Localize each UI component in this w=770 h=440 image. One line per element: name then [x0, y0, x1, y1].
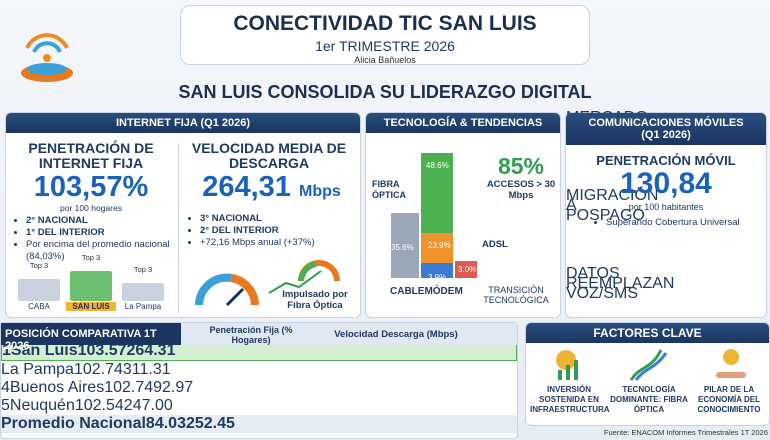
fibra-label: FIBRA ÓPTICA — [372, 179, 407, 200]
moviles-panel: COMUNICACIONES MÓVILES (Q1 2026) PENETRA… — [565, 110, 767, 318]
table-title: POSICIÓN COMPARATIVA 1T 2026 — [1, 323, 181, 352]
wifi-logo — [21, 33, 73, 82]
tabla: POSICIÓN COMPARATIVA 1T 2026 Penetración… — [0, 322, 518, 439]
card: DATOS REEMPLAZAN VOZ/SMS — [566, 265, 675, 302]
cable-label: CABLEMÓDEM — [390, 286, 463, 297]
panel-header: FACTORES CLAVE — [526, 323, 769, 343]
table-row: Promedio Nacional84.03252.45 — [1, 415, 517, 433]
col-velocidad: Velocidad Descarga (Mbps) — [334, 329, 458, 340]
factor-item: TECNOLOGÍA DOMINANTE: FIBRA ÓPTICA — [610, 385, 688, 414]
bar-label: 3.0% — [458, 265, 477, 274]
bullet: 2° DEL INTERIOR — [200, 225, 358, 237]
rank-bar — [18, 279, 60, 301]
rank-bar — [122, 283, 164, 301]
fija: 103.57 — [77, 342, 127, 359]
table-row: 5Neuquén102.54247.00 — [1, 397, 517, 415]
table-row: La Pampa102.74311.31 — [1, 361, 517, 379]
penetracion-value: 103,57% — [33, 171, 149, 203]
movil-label: PENETRACIÓN MÓVIL — [596, 153, 736, 168]
panel-header: INTERNET FIJA (Q1 2026) — [6, 113, 360, 133]
fija: 102.74 — [73, 361, 123, 378]
tecnologia-panel: TECNOLOGÍA & TENDENCIAS FIBRA ÓPTICA 48.… — [365, 112, 561, 318]
col-fija: Penetración Fija (% Hogares) — [209, 325, 293, 345]
velocidad: 247.00 — [123, 397, 173, 414]
name: Promedio Nacional — [1, 415, 146, 432]
bullet: +72,16 Mbps anual (+37%) — [200, 237, 358, 249]
bullets: 3° NACIONAL2° DEL INTERIOR+72,16 Mbps an… — [188, 213, 358, 249]
bar-label: 23.9% — [428, 241, 451, 250]
title-box: CONECTIVIDAD TIC SAN LUIS 1er TRIMESTRE … — [180, 5, 590, 65]
name: La Pampa — [1, 361, 74, 378]
transicion-label: TRANSICIÓN TECNOLÓGICA — [483, 285, 549, 305]
bullet: 2° NACIONAL — [26, 215, 174, 227]
name: San Luis — [10, 342, 78, 359]
subtitle: 1er TRIMESTRE 2026 — [315, 38, 455, 54]
title: CONECTIVIDAD TIC SAN LUIS — [233, 12, 537, 35]
movil-value: 130,84 — [620, 167, 712, 200]
rank-top: Top 3 — [29, 261, 49, 270]
panel-header: COMUNICACIONES MÓVILES (Q1 2026) — [566, 113, 766, 145]
bullet: 3° NACIONAL — [200, 213, 358, 225]
value: 264,31 — [202, 171, 291, 203]
factor-item: INVERSIÓN SOSTENIDA EN INFRAESTRUCTURA — [530, 385, 610, 414]
bullets: Superando Cobertura Universal — [594, 217, 764, 229]
bar-label: 48.6% — [426, 161, 449, 170]
bullet: Por encima del promedio nacional (84,03%… — [26, 239, 174, 263]
rank-top: Top 3 — [81, 253, 101, 262]
rank-top: Top 3 — [133, 265, 153, 274]
share: 85% — [497, 153, 545, 179]
internet-fija-panel: INTERNET FIJA (Q1 2026) PENETRACIÓN DE I… — [5, 112, 361, 318]
divider — [178, 143, 179, 313]
ranking: Top 3 CABA Top 3 SAN LUIS Top 3 La Pampa — [14, 253, 174, 316]
factor-item: PILAR DE LA ECONOMÍA DEL CONOCIMIENTO — [697, 385, 761, 414]
rank-name: CABA — [28, 302, 50, 311]
velocidad: 311.31 — [122, 361, 171, 378]
velocidad-label: VELOCIDAD MEDIA DE DESCARGA — [191, 140, 347, 171]
rank: 1 — [2, 342, 11, 359]
velocidad: 264.31 — [126, 342, 176, 359]
movil-unit: por 100 habitantes — [628, 202, 704, 212]
velocidad-note: Impulsado por Fibra Óptica — [282, 289, 348, 311]
penetracion-unit: por 100 hogares — [60, 203, 122, 213]
rank: 4 — [1, 379, 10, 396]
fija: 84.03 — [145, 415, 186, 432]
rank: 5 — [1, 397, 10, 414]
penetracion-label: PENETRACIÓN DE INTERNET FIJA — [28, 140, 154, 171]
rank-name: SAN LUIS — [66, 302, 116, 311]
velocidad: 252.45 — [185, 415, 235, 432]
factor-icons — [556, 349, 746, 381]
bar-label: 35.6% — [391, 243, 414, 252]
unit: Mbps — [298, 183, 341, 200]
velocidad-value: 264,31 Mbps — [184, 171, 359, 204]
source: Fuente: ENACOM Informes Trimestrales 1T … — [603, 428, 768, 437]
bar-label: 3.9% — [428, 273, 447, 282]
tech-bars — [391, 153, 477, 278]
factores-panel: FACTORES CLAVE INVERSIÓN SOSTENIDA EN IN… — [525, 322, 770, 426]
fija: 102.74 — [104, 379, 154, 396]
gauges — [195, 260, 340, 307]
table-row: 4Buenos Aires102.7492.97 — [1, 379, 517, 397]
share-label: ACCESOS > 30 Mbps — [486, 179, 556, 201]
rank-name: La Pampa — [124, 302, 162, 311]
fija: 102.54 — [74, 397, 124, 414]
adsl-label: ADSL — [482, 239, 508, 250]
velocidad: 92.97 — [153, 379, 194, 396]
headline: SAN LUIS CONSOLIDA SU LIDERAZGO DIGITAL — [178, 82, 592, 102]
bullet: Superando Cobertura Universal — [606, 217, 764, 229]
bullet: 1° DEL INTERIOR — [26, 227, 174, 239]
rank-bar — [70, 271, 112, 301]
author: Alicia Bañuelos — [354, 55, 416, 65]
name: Neuquén — [9, 397, 75, 414]
name: Buenos Aires — [9, 379, 105, 396]
bullets: 2° NACIONAL1° DEL INTERIORPor encima del… — [14, 215, 174, 263]
panel-header: TECNOLOGÍA & TENDENCIAS — [366, 113, 560, 133]
